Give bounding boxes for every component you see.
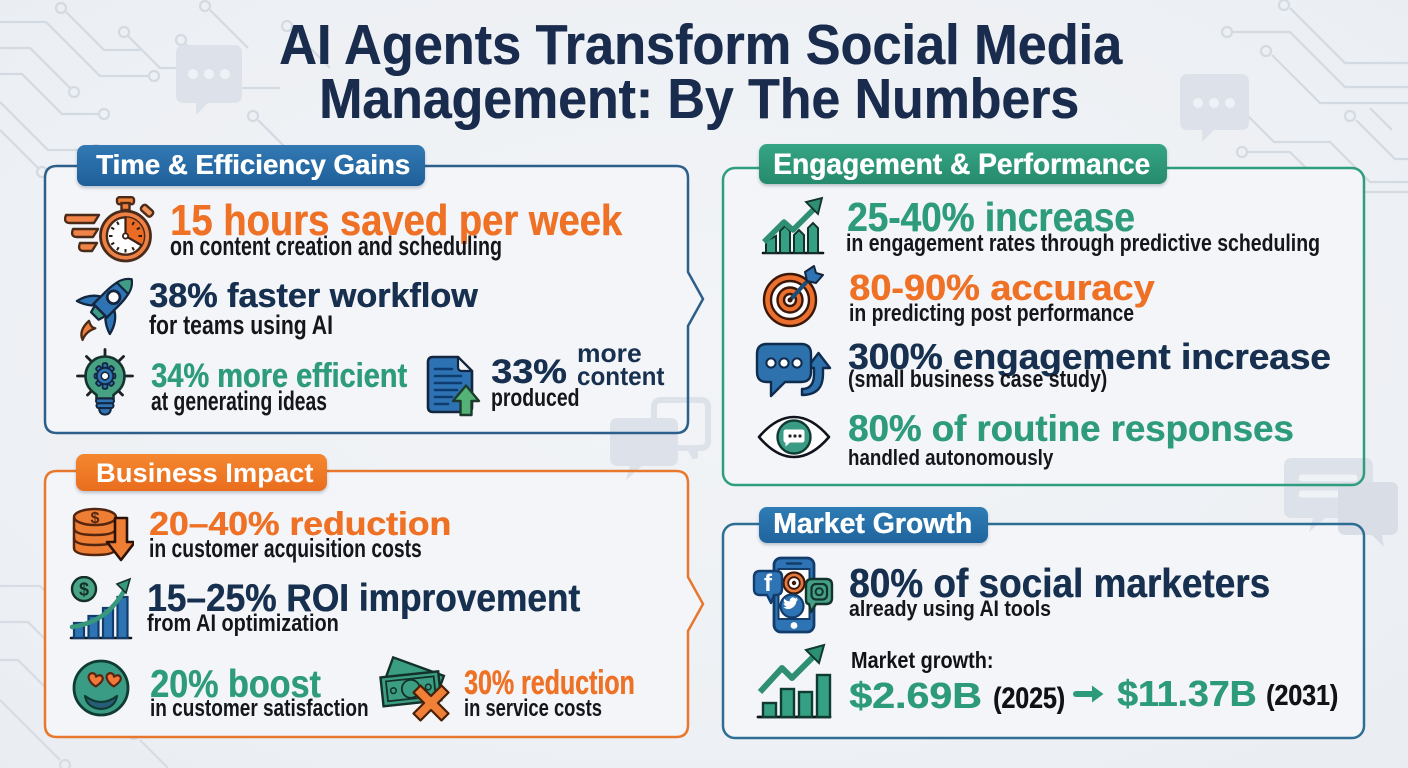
svg-text:$: $ [91, 510, 100, 527]
svg-text:f: f [764, 570, 773, 597]
svg-text:$: $ [79, 580, 89, 600]
